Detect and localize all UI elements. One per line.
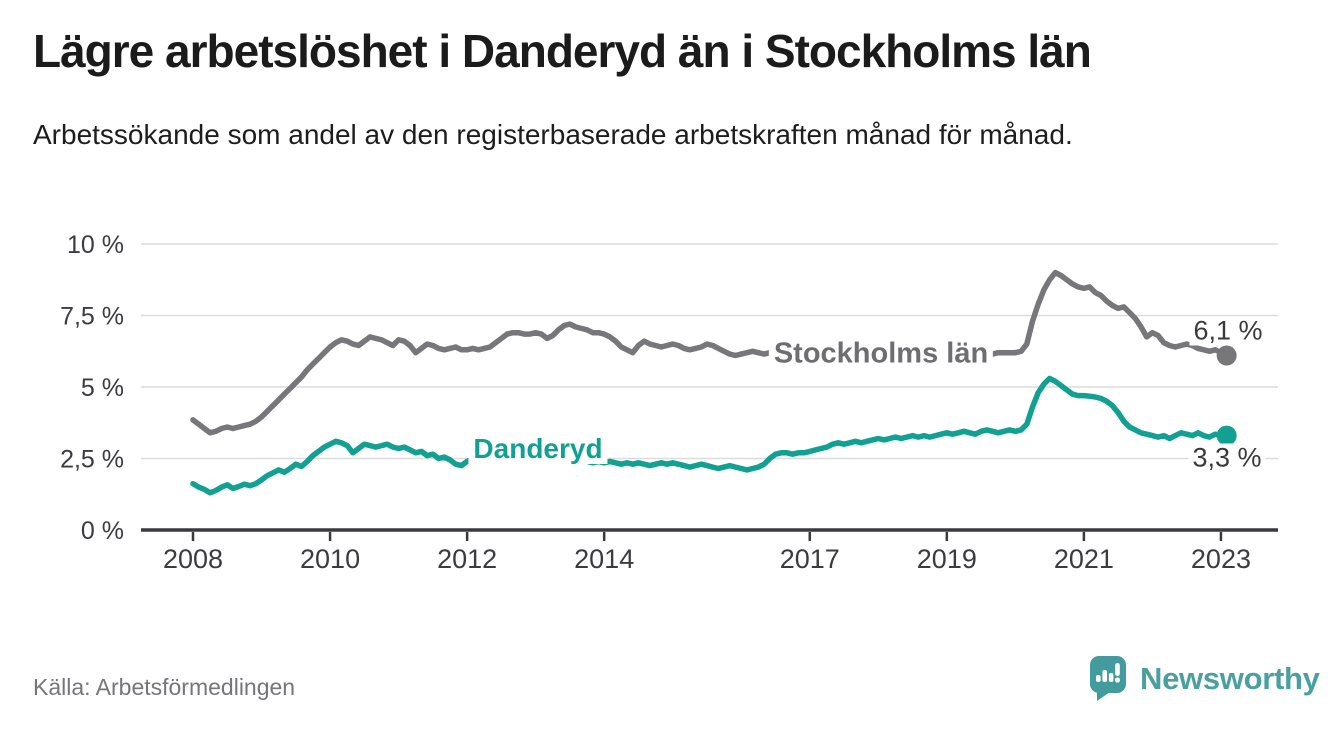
svg-text:5 %: 5 % [81, 374, 124, 402]
svg-text:2014: 2014 [574, 544, 634, 574]
page-title: Lägre arbetslöshet i Danderyd än i Stock… [33, 25, 1092, 77]
source-note: Källa: Arbetsförmedlingen [33, 674, 296, 700]
svg-text:0 %: 0 % [81, 517, 124, 545]
svg-text:2019: 2019 [917, 544, 977, 574]
svg-text:2008: 2008 [163, 544, 223, 574]
series-label-danderyd: Danderyd [468, 434, 608, 464]
svg-text:2010: 2010 [300, 544, 360, 574]
svg-text:2012: 2012 [437, 544, 497, 574]
svg-text:10 %: 10 % [67, 231, 124, 259]
series-label-stockholm: Stockholms län [768, 338, 994, 370]
svg-text:2023: 2023 [1191, 544, 1251, 574]
page-subtitle: Arbetssökande som andel av den registerb… [33, 119, 1073, 150]
svg-text:2017: 2017 [780, 544, 840, 574]
svg-text:2,5 %: 2,5 % [60, 446, 124, 474]
svg-text:7,5 %: 7,5 % [60, 303, 124, 331]
newsworthy-wordmark: Newsworthy [1140, 660, 1320, 696]
end-value-stockholm: 6,1 % [1189, 316, 1267, 346]
end-value-danderyd: 3,3 % [1188, 443, 1266, 473]
svg-text:2021: 2021 [1054, 544, 1114, 574]
newsworthy-logo[interactable]: Newsworthy [1088, 654, 1320, 703]
newsworthy-icon [1090, 656, 1126, 701]
